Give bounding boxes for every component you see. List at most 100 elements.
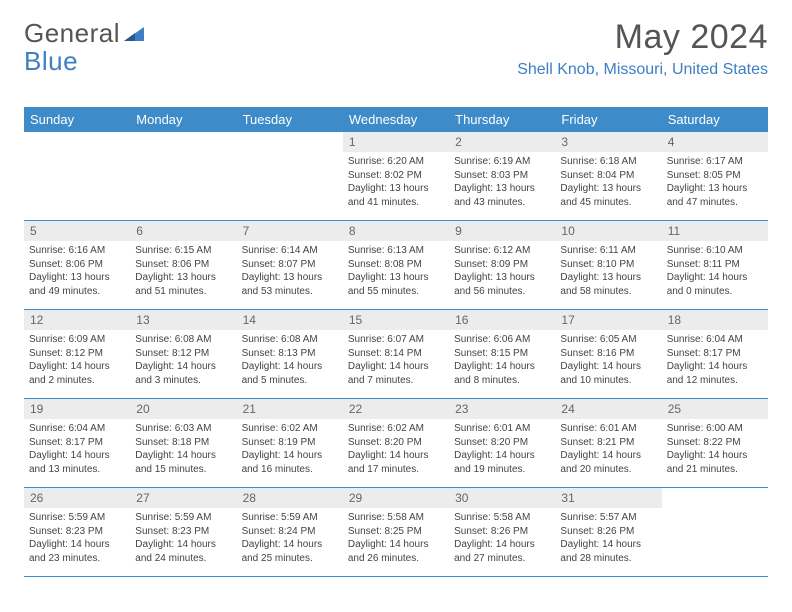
day-number: 6 <box>130 221 236 241</box>
sunset-text: Sunset: 8:16 PM <box>560 347 656 361</box>
sunset-text: Sunset: 8:14 PM <box>348 347 444 361</box>
day-cell: 6 Sunrise: 6:15 AMSunset: 8:06 PMDaylight… <box>130 221 236 309</box>
logo: General <box>24 18 145 49</box>
daylight-text: Daylight: 14 hours and 26 minutes. <box>348 538 444 565</box>
week-row: 19Sunrise: 6:04 AMSunset: 8:17 PMDayligh… <box>24 399 768 488</box>
day-number: 17 <box>555 310 661 330</box>
sunset-text: Sunset: 8:26 PM <box>560 525 656 539</box>
day-cell: 25Sunrise: 6:00 AMSunset: 8:22 PMDayligh… <box>662 399 768 487</box>
daylight-text: Daylight: 14 hours and 16 minutes. <box>242 449 338 476</box>
sunset-text: Sunset: 8:12 PM <box>135 347 231 361</box>
sunrise-text: Sunrise: 5:59 AM <box>242 511 338 525</box>
day-cell: 7 Sunrise: 6:14 AMSunset: 8:07 PMDaylight… <box>237 221 343 309</box>
sunset-text: Sunset: 8:12 PM <box>29 347 125 361</box>
day-details: Sunrise: 6:19 AMSunset: 8:03 PMDaylight:… <box>449 155 555 213</box>
sunset-text: Sunset: 8:02 PM <box>348 169 444 183</box>
daylight-text: Daylight: 14 hours and 17 minutes. <box>348 449 444 476</box>
day-cell: 5Sunrise: 6:16 AMSunset: 8:06 PMDaylight… <box>24 221 130 309</box>
day-cell: 14Sunrise: 6:08 AMSunset: 8:13 PMDayligh… <box>237 310 343 398</box>
day-details: Sunrise: 6:06 AMSunset: 8:15 PMDaylight:… <box>449 333 555 391</box>
weeks-container: ...1Sunrise: 6:20 AMSunset: 8:02 PMDayli… <box>24 132 768 577</box>
sunrise-text: Sunrise: 6:03 AM <box>135 422 231 436</box>
day-cell: 27Sunrise: 5:59 AMSunset: 8:23 PMDayligh… <box>130 488 236 576</box>
day-details: Sunrise: 6:10 AMSunset: 8:11 PMDaylight:… <box>662 244 768 302</box>
day-cell: 12Sunrise: 6:09 AMSunset: 8:12 PMDayligh… <box>24 310 130 398</box>
day-number: 4 <box>662 132 768 152</box>
day-details: Sunrise: 6:01 AMSunset: 8:20 PMDaylight:… <box>449 422 555 480</box>
day-details: Sunrise: 6:03 AMSunset: 8:18 PMDaylight:… <box>130 422 236 480</box>
day-number: 7 <box>237 221 343 241</box>
sunrise-text: Sunrise: 6:10 AM <box>667 244 763 258</box>
daylight-text: Daylight: 14 hours and 13 minutes. <box>29 449 125 476</box>
sunrise-text: Sunrise: 6:13 AM <box>348 244 444 258</box>
sunrise-text: Sunrise: 5:58 AM <box>454 511 550 525</box>
day-cell: . <box>662 488 768 576</box>
week-row: 5Sunrise: 6:16 AMSunset: 8:06 PMDaylight… <box>24 221 768 310</box>
day-cell: 8Sunrise: 6:13 AMSunset: 8:08 PMDaylight… <box>343 221 449 309</box>
sunrise-text: Sunrise: 6:08 AM <box>135 333 231 347</box>
daylight-text: Daylight: 13 hours and 41 minutes. <box>348 182 444 209</box>
sunrise-text: Sunrise: 6:01 AM <box>560 422 656 436</box>
sunrise-text: Sunrise: 6:04 AM <box>29 422 125 436</box>
day-cell: 20Sunrise: 6:03 AMSunset: 8:18 PMDayligh… <box>130 399 236 487</box>
day-number: 2 <box>449 132 555 152</box>
sunset-text: Sunset: 8:22 PM <box>667 436 763 450</box>
day-cell: 16Sunrise: 6:06 AMSunset: 8:15 PMDayligh… <box>449 310 555 398</box>
sunset-text: Sunset: 8:20 PM <box>454 436 550 450</box>
day-header: Monday <box>130 107 236 132</box>
day-details: Sunrise: 6:04 AMSunset: 8:17 PMDaylight:… <box>24 422 130 480</box>
day-number: 18 <box>662 310 768 330</box>
sunrise-text: Sunrise: 6:20 AM <box>348 155 444 169</box>
day-cell: 30Sunrise: 5:58 AMSunset: 8:26 PMDayligh… <box>449 488 555 576</box>
day-number: 15 <box>343 310 449 330</box>
day-header: Tuesday <box>237 107 343 132</box>
sunset-text: Sunset: 8:09 PM <box>454 258 550 272</box>
sunrise-text: Sunrise: 6:16 AM <box>29 244 125 258</box>
logo-text-gray: General <box>24 18 120 49</box>
day-number: 21 <box>237 399 343 419</box>
sunset-text: Sunset: 8:18 PM <box>135 436 231 450</box>
sunset-text: Sunset: 8:21 PM <box>560 436 656 450</box>
sunset-text: Sunset: 8:06 PM <box>135 258 231 272</box>
sunset-text: Sunset: 8:19 PM <box>242 436 338 450</box>
sunrise-text: Sunrise: 6:11 AM <box>560 244 656 258</box>
logo-icon <box>123 18 145 49</box>
sunset-text: Sunset: 8:04 PM <box>560 169 656 183</box>
week-row: ...1Sunrise: 6:20 AMSunset: 8:02 PMDayli… <box>24 132 768 221</box>
day-cell: 3Sunrise: 6:18 AMSunset: 8:04 PMDaylight… <box>555 132 661 220</box>
day-cell: 23Sunrise: 6:01 AMSunset: 8:20 PMDayligh… <box>449 399 555 487</box>
daylight-text: Daylight: 14 hours and 24 minutes. <box>135 538 231 565</box>
day-cell: 31Sunrise: 5:57 AMSunset: 8:26 PMDayligh… <box>555 488 661 576</box>
week-row: 12Sunrise: 6:09 AMSunset: 8:12 PMDayligh… <box>24 310 768 399</box>
day-details: Sunrise: 6:01 AMSunset: 8:21 PMDaylight:… <box>555 422 661 480</box>
sunrise-text: Sunrise: 5:59 AM <box>135 511 231 525</box>
daylight-text: Daylight: 14 hours and 25 minutes. <box>242 538 338 565</box>
day-details: Sunrise: 5:59 AMSunset: 8:23 PMDaylight:… <box>24 511 130 569</box>
day-details: Sunrise: 6:05 AMSunset: 8:16 PMDaylight:… <box>555 333 661 391</box>
day-header: Sunday <box>24 107 130 132</box>
daylight-text: Daylight: 14 hours and 8 minutes. <box>454 360 550 387</box>
day-number: 14 <box>237 310 343 330</box>
day-cell: . <box>130 132 236 220</box>
daylight-text: Daylight: 14 hours and 28 minutes. <box>560 538 656 565</box>
day-details: Sunrise: 6:08 AMSunset: 8:12 PMDaylight:… <box>130 333 236 391</box>
day-details: Sunrise: 6:14 AMSunset: 8:07 PMDaylight:… <box>237 244 343 302</box>
day-number: 29 <box>343 488 449 508</box>
daylight-text: Daylight: 13 hours and 58 minutes. <box>560 271 656 298</box>
day-cell: 15 Sunrise: 6:07 AMSunset: 8:14 PMDayligh… <box>343 310 449 398</box>
day-cell: 24Sunrise: 6:01 AMSunset: 8:21 PMDayligh… <box>555 399 661 487</box>
day-details: Sunrise: 6:16 AMSunset: 8:06 PMDaylight:… <box>24 244 130 302</box>
day-cell: 28Sunrise: 5:59 AMSunset: 8:24 PMDayligh… <box>237 488 343 576</box>
sunrise-text: Sunrise: 6:07 AM <box>348 333 444 347</box>
sunset-text: Sunset: 8:23 PM <box>29 525 125 539</box>
day-details: Sunrise: 6:15 AMSunset: 8:06 PMDaylight:… <box>130 244 236 302</box>
day-number: 28 <box>237 488 343 508</box>
sunset-text: Sunset: 8:15 PM <box>454 347 550 361</box>
day-number: 12 <box>24 310 130 330</box>
day-cell: 4Sunrise: 6:17 AMSunset: 8:05 PMDaylight… <box>662 132 768 220</box>
daylight-text: Daylight: 14 hours and 7 minutes. <box>348 360 444 387</box>
day-details: Sunrise: 5:58 AMSunset: 8:25 PMDaylight:… <box>343 511 449 569</box>
day-details: Sunrise: 6:00 AMSunset: 8:22 PMDaylight:… <box>662 422 768 480</box>
day-cell: . <box>237 132 343 220</box>
day-cell: 13Sunrise: 6:08 AMSunset: 8:12 PMDayligh… <box>130 310 236 398</box>
